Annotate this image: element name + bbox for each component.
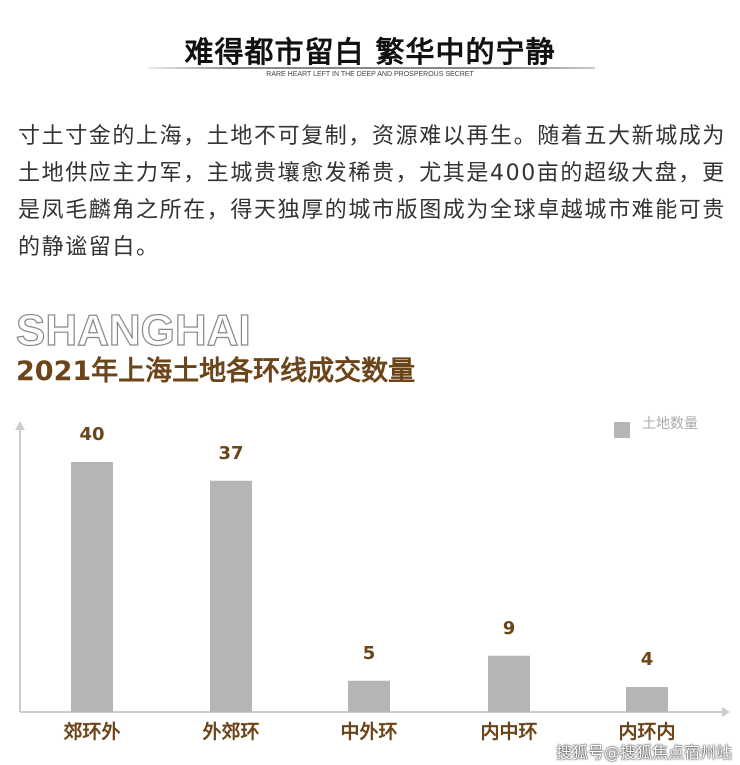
bar-4 — [626, 687, 668, 712]
data-label-4: 4 — [641, 649, 654, 670]
category-label-1: 外郊环 — [202, 720, 259, 743]
bar-1 — [210, 480, 252, 712]
x-axis-arrow — [722, 707, 730, 717]
legend-label: 土地数量 — [642, 416, 698, 432]
category-label-4: 内环内 — [618, 720, 675, 743]
chart-legend: 土地数量 — [614, 413, 698, 438]
shanghai-decor-text: SHANGHAI — [15, 305, 251, 355]
bar-0 — [71, 462, 113, 712]
data-label-1: 37 — [218, 443, 243, 464]
title-divider — [147, 67, 595, 69]
chart-title: 2021年上海土地各环线成交数量 — [16, 356, 416, 387]
category-label-2: 中外环 — [340, 720, 397, 743]
legend-swatch — [614, 422, 630, 438]
bar-3 — [488, 655, 530, 712]
intro-paragraph: 寸土寸金的上海，土地不可复制，资源难以再生。随着五大新城成为土地供应主力军，主城… — [18, 124, 727, 260]
page-title: 难得都市留白 繁华中的宁静 — [184, 35, 556, 69]
data-label-3: 9 — [503, 618, 516, 639]
y-axis-arrow — [15, 421, 25, 430]
data-label-0: 40 — [79, 424, 104, 445]
page-subtitle: RARE HEART LEFT IN THE DEEP AND PROSPERO… — [266, 71, 474, 78]
data-label-2: 5 — [363, 643, 376, 664]
watermark: 搜狐号@搜狐焦点宿州站 — [555, 743, 732, 762]
category-label-0: 郊环外 — [63, 720, 120, 743]
bar-2 — [348, 680, 390, 712]
category-label-3: 内中环 — [480, 720, 537, 743]
